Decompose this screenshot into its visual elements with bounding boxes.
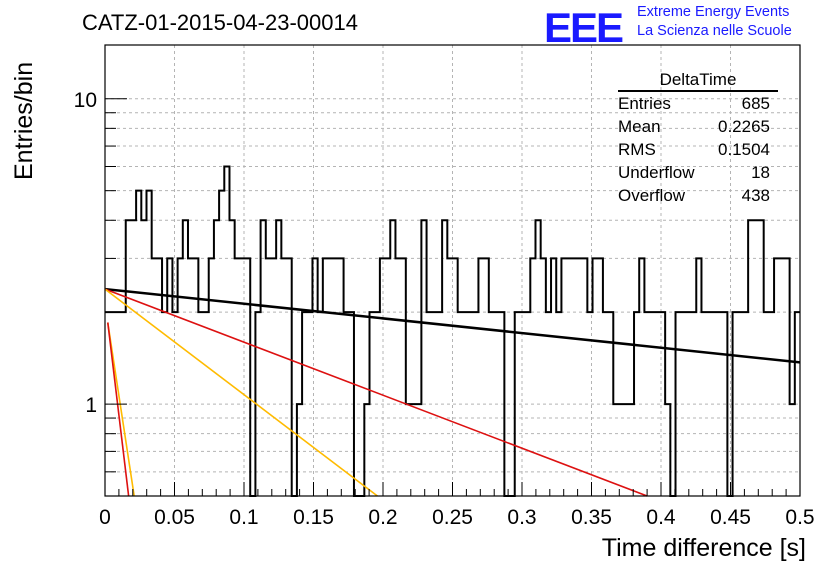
stats-row: Overflow 438 [616, 184, 778, 207]
grid-lines [105, 45, 800, 496]
x-tick-label: 0.4 [646, 506, 676, 529]
y-tick-label: 1 [85, 394, 97, 417]
x-tick-label: 0.5 [785, 506, 814, 529]
fit-curve-3 [104, 288, 378, 497]
org-text: Extreme Energy Events La Scienza nelle S… [637, 3, 792, 41]
fit-curve-1 [104, 287, 801, 364]
org-line-2: La Scienza nelle Scuole [637, 23, 792, 39]
stats-label: Overflow [618, 186, 686, 205]
x-tick-label: 0.2 [368, 506, 397, 529]
stats-value: 685 [741, 94, 770, 113]
x-axis-label: Time difference [s] [601, 534, 806, 562]
stats-value: 18 [751, 163, 770, 182]
stats-box: DeltaTime Entries 685 Mean 0.2265 RMS 0.1504 U… [616, 70, 778, 207]
fit-curve-4 [106, 322, 135, 497]
stats-title: DeltaTime [618, 70, 778, 92]
stats-label: Mean [618, 117, 661, 136]
fit-curve-5 [106, 322, 130, 497]
x-tick-label: 0.35 [571, 506, 612, 529]
stats-value: 0.2265 [718, 117, 770, 136]
org-line-1: Extreme Energy Events [637, 4, 790, 20]
y-axis-label: Entries/bin [10, 61, 38, 180]
stats-row: RMS 0.1504 [616, 138, 778, 161]
stats-row: Underflow 18 [616, 161, 778, 184]
stats-label: Underflow [618, 163, 695, 182]
x-tick-label: 0.1 [229, 506, 258, 529]
fit-curves [104, 287, 801, 497]
x-tick-label: 0.25 [432, 506, 473, 529]
stats-value: 438 [741, 186, 770, 205]
stats-row: Mean 0.2265 [616, 115, 778, 138]
stats-row: Entries 685 [616, 92, 778, 115]
x-tick-label: 0.15 [293, 506, 334, 529]
stats-value: 0.1504 [718, 140, 770, 159]
tick-labels: 0 0.05 0.1 0.15 0.2 0.25 0.3 0.35 0.4 0.45 0.5 1 10 [74, 89, 815, 529]
x-tick-label: 0 [99, 506, 111, 529]
chart-title: CATZ-01-2015-04-23-00014 [82, 10, 358, 35]
x-tick-label: 0.3 [507, 506, 536, 529]
eee-logo: EEE [544, 4, 624, 51]
y-tick-label: 10 [74, 89, 97, 112]
x-tick-label: 0.45 [710, 506, 751, 529]
stats-label: Entries [618, 94, 671, 113]
stats-label: RMS [618, 140, 656, 159]
axis-ticks [104, 98, 801, 497]
fit-curve-2 [104, 288, 648, 497]
x-tick-label: 0.05 [154, 506, 195, 529]
